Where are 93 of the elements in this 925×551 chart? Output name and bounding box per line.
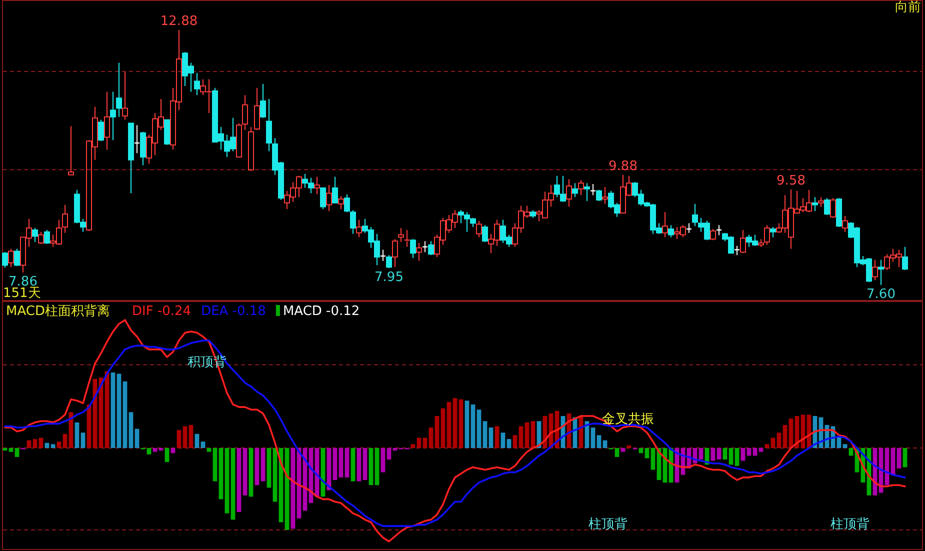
bar	[110, 372, 116, 448]
bar	[710, 448, 716, 461]
bar	[410, 444, 416, 448]
bar	[374, 448, 380, 486]
bar	[236, 448, 242, 512]
bar	[74, 422, 80, 448]
bar	[62, 434, 68, 448]
bar	[758, 448, 764, 452]
bar	[56, 442, 62, 448]
bar	[488, 428, 494, 448]
title: MACD柱面积背离	[6, 304, 110, 319]
bar	[344, 448, 350, 478]
bar	[134, 428, 140, 448]
bar	[896, 448, 902, 468]
bar	[452, 398, 458, 448]
bar	[242, 448, 248, 496]
bar	[596, 435, 602, 448]
bar	[80, 432, 86, 448]
bar	[458, 399, 464, 448]
annotation: 柱顶背	[830, 517, 870, 532]
bar	[782, 424, 788, 448]
bar	[188, 424, 194, 448]
bar	[218, 448, 224, 500]
bar	[716, 448, 722, 460]
bar	[386, 448, 392, 460]
bar	[446, 402, 452, 448]
bar	[194, 434, 200, 448]
bar	[506, 439, 512, 448]
bar	[776, 432, 782, 448]
bar	[224, 448, 230, 514]
bar	[356, 448, 362, 482]
bar	[500, 432, 506, 448]
bar	[152, 448, 158, 452]
bar	[734, 448, 740, 466]
bar	[260, 448, 266, 482]
bar	[146, 448, 152, 454]
bar	[368, 448, 374, 486]
bar	[476, 410, 482, 448]
bar	[650, 448, 656, 470]
annotation: 柱顶背	[588, 517, 628, 532]
bar	[176, 430, 182, 448]
annotation: 9.88	[608, 158, 638, 174]
annotation: 12.88	[160, 14, 198, 29]
bar	[740, 448, 746, 461]
bar	[212, 448, 218, 482]
bar	[518, 426, 524, 448]
bar	[512, 435, 518, 448]
bar	[230, 448, 236, 520]
annotation: 9.58	[776, 173, 806, 188]
bar	[122, 381, 128, 448]
bar	[764, 444, 770, 448]
bar	[32, 439, 38, 448]
bar	[494, 426, 500, 448]
bar	[206, 448, 212, 452]
bar	[362, 448, 368, 480]
bar	[248, 448, 254, 497]
bar	[728, 448, 734, 465]
bar	[464, 400, 470, 448]
bar	[482, 421, 488, 448]
bar	[440, 408, 446, 448]
legend: DEA -0.18	[201, 304, 266, 319]
bar	[590, 428, 596, 448]
bar	[842, 444, 848, 448]
bar	[254, 448, 260, 486]
bar	[332, 448, 338, 480]
legend: MACD -0.12	[282, 304, 360, 319]
annotation: 7.95	[374, 270, 404, 286]
bar	[524, 422, 530, 448]
bar	[8, 448, 14, 452]
bar	[266, 448, 272, 488]
bar	[272, 448, 278, 502]
bar	[428, 428, 434, 448]
bar	[434, 416, 440, 448]
bar	[722, 448, 728, 460]
bar	[698, 448, 704, 460]
bar	[116, 374, 122, 448]
bar	[164, 448, 170, 462]
bar	[14, 448, 20, 457]
annotation: 7.60	[866, 287, 896, 302]
bar	[350, 448, 356, 482]
bar	[902, 448, 908, 468]
bar	[50, 444, 56, 448]
bar	[128, 412, 134, 448]
legend: DIF -0.24	[132, 304, 192, 319]
bar	[614, 448, 620, 457]
bar	[380, 448, 386, 472]
annotation: 金叉共振	[602, 412, 654, 427]
annotation: 向前	[895, 0, 921, 15]
bar	[470, 404, 476, 448]
bar	[338, 448, 344, 478]
bar	[200, 442, 206, 448]
bar	[620, 448, 626, 452]
bar	[182, 426, 188, 448]
